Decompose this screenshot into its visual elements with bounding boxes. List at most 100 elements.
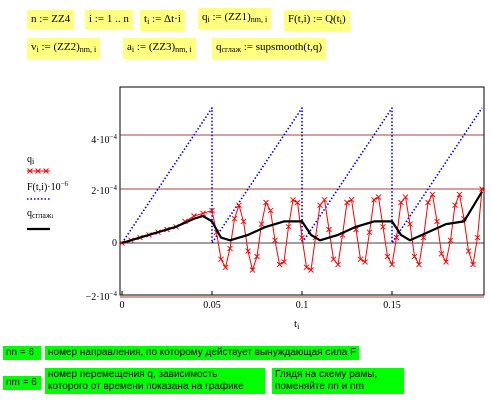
nm-desc-line-2: которого от времени показана на графике bbox=[48, 381, 244, 392]
series-q-marker bbox=[398, 199, 404, 206]
series-q-marker bbox=[236, 202, 242, 209]
eq-t-sub: i bbox=[147, 17, 150, 26]
eq-n[interactable]: n := ZZ4 bbox=[27, 10, 75, 29]
series-q-marker bbox=[321, 196, 328, 203]
hint-line-1: Глядя на схему рамы, bbox=[275, 369, 378, 380]
legend-q-swatch-marker bbox=[35, 168, 41, 174]
series-q-marker bbox=[209, 207, 215, 214]
series-qsmooth bbox=[121, 191, 483, 245]
nn-description: номер направления, по которому действует… bbox=[45, 346, 360, 360]
series-q-marker bbox=[267, 207, 274, 214]
nn-value[interactable]: nn = 6 bbox=[3, 346, 41, 360]
legend-F-exp: −6 bbox=[60, 180, 69, 188]
series-q-marker bbox=[263, 199, 269, 206]
series-q-marker bbox=[285, 223, 292, 230]
eq-n-text: n := ZZ4 bbox=[31, 13, 71, 25]
ytick-0-text: 0 bbox=[112, 238, 117, 249]
series-q-marker bbox=[366, 229, 373, 236]
eq-qs-sub: сглаж bbox=[221, 45, 242, 54]
eq-q[interactable]: qi := (ZZ1)nm, i bbox=[198, 8, 272, 29]
eq-qsmooth[interactable]: qсглаж := supsmooth(t,q) bbox=[212, 38, 327, 59]
ytick-4-text: 4·10 bbox=[91, 135, 110, 146]
xtick-label-01: 0.1 bbox=[295, 300, 309, 311]
series-q-marker bbox=[452, 202, 458, 209]
eq-a[interactable]: ai := (ZZ3)nm, i bbox=[123, 38, 196, 59]
series-q-marker bbox=[465, 248, 472, 254]
series-q-marker bbox=[299, 234, 305, 241]
series-q-marker bbox=[218, 256, 224, 263]
series-q-marker bbox=[254, 253, 260, 260]
series-q-marker bbox=[245, 248, 251, 254]
eq-t-text: t bbox=[144, 13, 148, 25]
nm-desc-line-1: номер перемещения q, зависимость bbox=[48, 369, 218, 380]
eq-t[interactable]: ti := Δt·i bbox=[140, 10, 185, 31]
series-q-marker bbox=[375, 194, 382, 200]
series-qsmooth-line bbox=[121, 191, 483, 245]
series-q-line bbox=[121, 188, 483, 271]
legend-F-label: F(t,i)·10−6 bbox=[27, 180, 68, 193]
series-q-marker bbox=[317, 202, 323, 209]
series-q-marker bbox=[389, 261, 395, 268]
series-q-marker bbox=[200, 210, 206, 217]
legend-q-sub: i bbox=[32, 157, 35, 166]
series-q-marker bbox=[438, 250, 445, 257]
series-q-marker bbox=[272, 237, 278, 244]
eq-qs-text: q bbox=[216, 41, 222, 53]
legend-qs-text: q bbox=[27, 208, 32, 219]
eq-v[interactable]: vi := (ZZ2)nm, i bbox=[27, 38, 101, 59]
nm-description: номер перемещения q, зависимость которог… bbox=[45, 368, 265, 394]
series-q-marker bbox=[290, 196, 296, 203]
legend-qs-sub2: i bbox=[51, 214, 54, 220]
eq-a-sub: i bbox=[131, 45, 135, 54]
ytick-4-exp: −4 bbox=[109, 133, 117, 141]
series-q-marker bbox=[330, 256, 337, 263]
series-q-marker bbox=[393, 234, 400, 241]
ytick-neg2-exp: −4 bbox=[109, 290, 117, 298]
series-q-marker bbox=[384, 253, 391, 260]
xaxis-title: ti bbox=[294, 318, 299, 331]
series-q-marker bbox=[443, 259, 449, 265]
series-q-marker bbox=[227, 245, 233, 252]
hint-line-2: поменяйте nn и nm bbox=[275, 381, 364, 392]
ytick-label-0: 0 bbox=[112, 238, 117, 249]
legend-q-swatch-marker bbox=[43, 168, 49, 174]
eq-v-rhs: := (ZZ2) bbox=[38, 41, 80, 53]
series-q-marker bbox=[281, 259, 287, 265]
xaxis-title-text: t bbox=[294, 318, 298, 330]
series-q-marker bbox=[303, 264, 310, 271]
legend-qs-sub: сглаж bbox=[32, 211, 52, 220]
series-q-marker bbox=[231, 215, 238, 222]
series-q-marker bbox=[344, 199, 350, 206]
series-q-marker bbox=[249, 267, 256, 273]
legend-swatches bbox=[27, 168, 50, 231]
legend-qs-label: qсглажi bbox=[27, 208, 53, 220]
series-q-marker bbox=[348, 196, 355, 203]
series-q-marker bbox=[429, 191, 436, 198]
ytick-2-text: 2·10 bbox=[91, 186, 110, 197]
eq-q-text: q bbox=[202, 11, 208, 23]
series-q-marker bbox=[470, 261, 476, 268]
series-q-marker bbox=[240, 218, 247, 225]
eq-v-rhs-sub: nm, i bbox=[79, 45, 97, 54]
series-q-marker bbox=[335, 261, 341, 268]
ytick-2-exp: −4 bbox=[109, 184, 117, 192]
ytick-label-2: 2·10−4 bbox=[91, 184, 117, 197]
xtick-label-0: 0 bbox=[119, 300, 125, 311]
eq-F[interactable]: F(t,i) := Q(ti) bbox=[284, 10, 350, 31]
series-q-marker bbox=[474, 234, 481, 241]
eq-q-sub: i bbox=[207, 15, 210, 24]
eq-q-rhs: := (ZZ1) bbox=[209, 11, 251, 23]
series-q-marker bbox=[308, 267, 314, 273]
ytick-label-4: 4·10−4 bbox=[91, 133, 117, 146]
hint-box: Глядя на схему рамы, поменяйте nn и nm bbox=[272, 368, 404, 394]
series-q-marker bbox=[402, 194, 409, 200]
legend-q-swatch-marker bbox=[27, 168, 33, 174]
xaxis-title-sub: i bbox=[297, 322, 300, 331]
xtick-label-005: 0.05 bbox=[203, 300, 221, 311]
series-q-marker bbox=[326, 226, 332, 233]
series-q-marker bbox=[407, 221, 413, 227]
eq-i[interactable]: i := 1 .. n bbox=[85, 10, 133, 29]
nm-value[interactable]: nm = 6 bbox=[3, 376, 41, 390]
eq-a-rhs: := (ZZ3) bbox=[134, 41, 176, 53]
